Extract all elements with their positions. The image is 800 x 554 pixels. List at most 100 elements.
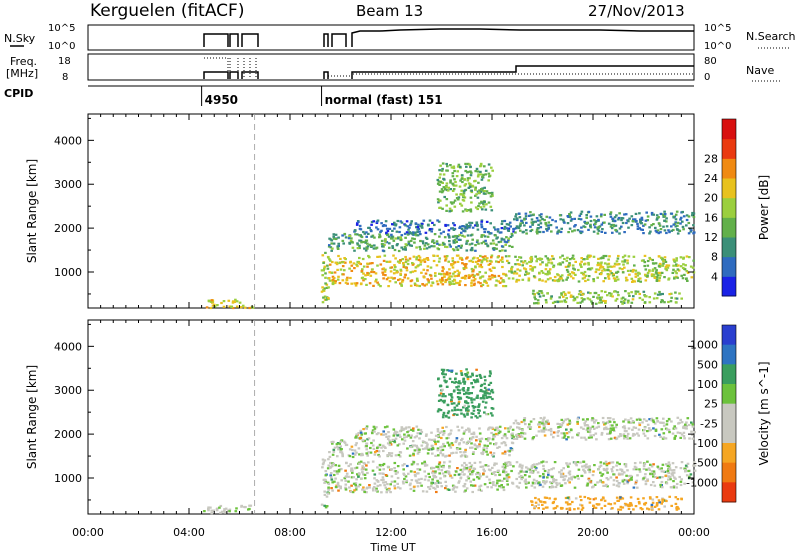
echo-cell [365,491,368,494]
echo-cell [600,431,604,435]
echo-cell [467,274,471,277]
echo-cell [648,269,651,272]
echo-cell [681,266,685,270]
echo-cell [364,274,367,277]
echo-cell [626,482,629,485]
echo-cell [411,262,414,265]
echo-cell [371,487,375,490]
echo-cell [605,477,609,480]
echo-cell [680,478,683,481]
echo-cell [433,245,436,248]
echo-cell [412,462,415,465]
echo-cell [659,212,663,215]
echo-cell [544,255,548,258]
echo-cell [516,422,519,425]
echo-cell [579,290,583,293]
echo-cell [516,426,519,429]
echo-cell [564,418,567,421]
echo-cell [485,475,489,478]
echo-cell [486,413,490,416]
echo-cell [363,473,367,476]
echo-cell [629,496,633,499]
echo-cell [503,466,507,469]
echo-cell [553,479,556,482]
echo-cell [659,483,662,486]
echo-cell [347,475,350,478]
echo-cell [429,485,433,488]
echo-cell [328,271,331,274]
echo-cell [425,441,428,444]
echo-cell [654,226,657,229]
echo-cell [567,471,571,474]
echo-cell [578,214,582,217]
echo-cell [681,210,684,214]
echo-cell [570,476,573,479]
echo-cell [447,233,450,236]
echo-cell [599,471,602,474]
echo-cell [544,221,547,225]
echo-cell [453,413,456,416]
echo-cell [417,258,421,262]
echo-cell [488,175,491,178]
echo-cell [682,215,686,218]
echo-cell [456,248,460,251]
echo-cell [560,472,563,475]
echo-cell [339,451,342,454]
y-axis-label: Slant Range [km] [25,365,39,469]
echo-cell [402,265,406,269]
echo-cell [560,418,564,421]
echo-cell [384,220,388,223]
echo-cell [485,281,488,284]
echo-cell [413,237,416,241]
echo-cell [507,261,511,265]
echo-cell [588,470,592,473]
echo-cell [544,268,548,271]
echo-cell [531,267,534,270]
echo-cell [441,276,444,279]
echo-cell [438,176,441,179]
echo-cell [532,289,535,292]
echo-cell [441,190,445,193]
echo-cell [342,440,346,443]
echo-cell [520,431,523,435]
echo-cell [672,216,676,219]
echo-cell [601,266,605,269]
echo-cell [459,246,463,249]
echo-cell [653,484,657,487]
echo-cell [465,487,469,490]
echo-cell [332,440,335,443]
echo-cell [621,506,625,509]
echo-cell [570,271,574,274]
echo-cell [452,235,455,238]
echo-cell [413,282,417,285]
echo-cell [476,394,479,397]
echo-cell [575,464,578,467]
echo-cell [636,486,639,489]
echo-cell [582,427,585,430]
echo-cell [483,386,487,389]
echo-cell [569,294,573,297]
echo-cell [646,259,650,263]
echo-cell [327,458,330,461]
echo-cell [679,418,682,421]
echo-cell [404,248,407,251]
echo-cell [618,227,622,230]
echo-cell [651,501,655,504]
echo-cell [421,440,425,443]
echo-cell [323,298,327,301]
echo-cell [668,476,672,479]
echo-cell [490,426,494,429]
echo-cell [440,191,444,194]
echo-cell [542,464,545,467]
echo-cell [399,220,402,223]
echo-cell [559,275,562,278]
echo-cell [397,453,401,457]
echo-cell [423,462,427,465]
echo-cell [607,502,610,505]
echo-cell [374,272,378,275]
echo-cell [515,225,519,228]
echo-cell [658,476,662,479]
echo-cell [640,222,643,225]
echo-cell [447,443,451,446]
echo-cell [482,192,486,195]
